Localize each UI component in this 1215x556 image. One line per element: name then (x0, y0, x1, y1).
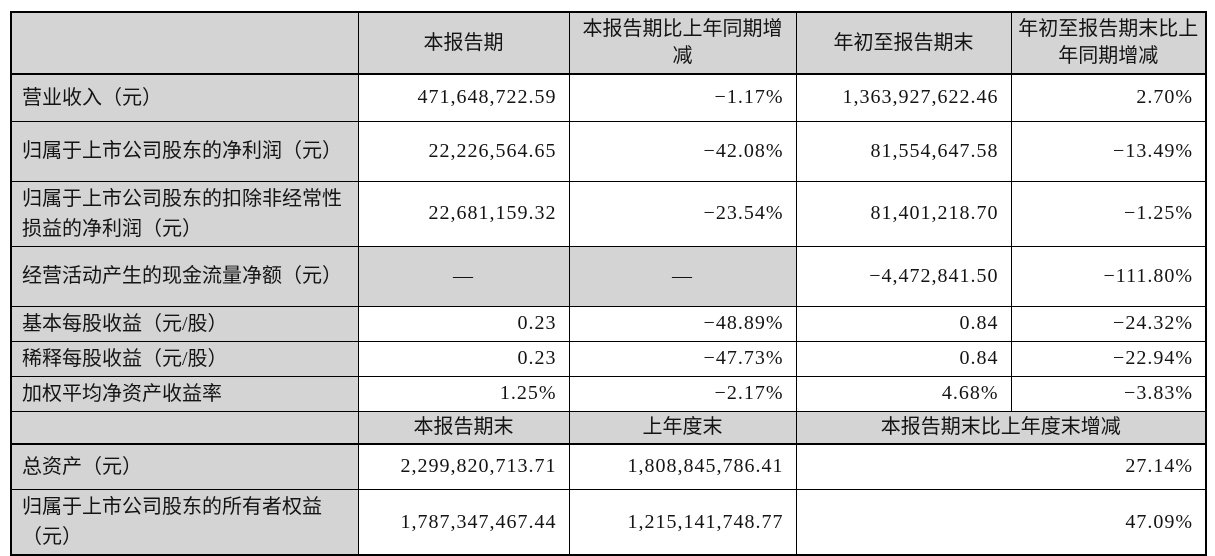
cell-current-period: 0.23 (357, 340, 570, 377)
header-ytd-yoy-change: 年初至报告期末比上年同期增减 (1010, 11, 1207, 75)
cell-ytd-yoy-change: −111.80% (1010, 245, 1207, 307)
row-label: 经营活动产生的现金流量净额（元） (10, 245, 359, 307)
cell-current-period: 22,226,564.65 (357, 120, 570, 182)
table-row: 加权平均净资产收益率 1.25% −2.17% 4.68% −3.83% (10, 375, 1207, 412)
cell-ytd-yoy-change: −13.49% (1010, 120, 1207, 182)
cell-prior-year-end: 1,215,141,748.77 (568, 489, 797, 556)
cell-ytd-yoy-change: −3.83% (1010, 375, 1207, 412)
cell-ytd-yoy-change: −22.94% (1010, 340, 1207, 377)
row-label: 归属于上市公司股东的所有者权益（元） (10, 489, 359, 556)
cell-ytd-yoy-change: −1.25% (1010, 180, 1207, 247)
header-corner-empty (10, 11, 359, 75)
table-row: 稀释每股收益（元/股） 0.23 −47.73% 0.84 −22.94% (10, 340, 1207, 377)
header-end-of-period: 本报告期末 (357, 410, 570, 445)
cell-ytd: 0.84 (795, 340, 1012, 377)
cell-current-period: 1.25% (357, 375, 570, 412)
cell-change-vs-prior-year-end: 47.09% (795, 489, 1207, 556)
row-label: 总资产（元） (10, 443, 359, 490)
header-ytd: 年初至报告期末 (795, 11, 1012, 75)
header-current-period: 本报告期 (357, 11, 570, 75)
header-change-vs-prior-year-end: 本报告期末比上年度末增减 (795, 410, 1207, 445)
row-label: 归属于上市公司股东的扣除非经常性损益的净利润（元） (10, 180, 359, 247)
cell-ytd: −4,472,841.50 (795, 245, 1012, 307)
table-row: 基本每股收益（元/股） 0.23 −48.89% 0.84 −24.32% (10, 305, 1207, 342)
row-label: 基本每股收益（元/股） (10, 305, 359, 342)
table-row: 营业收入（元） 471,648,722.59 −1.17% 1,363,927,… (10, 73, 1207, 122)
table-row: 经营活动产生的现金流量净额（元） — — −4,472,841.50 −111.… (10, 245, 1207, 307)
table-row: 归属于上市公司股东的净利润（元） 22,226,564.65 −42.08% 8… (10, 120, 1207, 182)
cell-current-period: 0.23 (357, 305, 570, 342)
row-label: 稀释每股收益（元/股） (10, 340, 359, 377)
cell-yoy-change: −2.17% (568, 375, 797, 412)
cell-ytd: 4.68% (795, 375, 1012, 412)
cell-current-period-na: — (357, 245, 570, 307)
cell-change-vs-prior-year-end: 27.14% (795, 443, 1207, 490)
table-header-row-1: 本报告期 本报告期比上年同期增减 年初至报告期末 年初至报告期末比上年同期增减 (10, 11, 1207, 75)
cell-yoy-change-na: — (568, 245, 797, 307)
cell-end-of-period: 1,787,347,467.44 (357, 489, 570, 556)
cell-ytd: 81,401,218.70 (795, 180, 1012, 247)
row-label: 营业收入（元） (10, 73, 359, 122)
header-prior-year-end: 上年度末 (568, 410, 797, 445)
table-row: 总资产（元） 2,299,820,713.71 1,808,845,786.41… (10, 443, 1207, 490)
cell-current-period: 471,648,722.59 (357, 73, 570, 122)
table-row: 归属于上市公司股东的所有者权益（元） 1,787,347,467.44 1,21… (10, 489, 1207, 556)
cell-yoy-change: −1.17% (568, 73, 797, 122)
header-corner-empty-2 (10, 410, 359, 445)
cell-ytd: 1,363,927,622.46 (795, 73, 1012, 122)
header-current-period-yoy-change: 本报告期比上年同期增减 (568, 11, 797, 75)
cell-ytd-yoy-change: −24.32% (1010, 305, 1207, 342)
cell-current-period: 22,681,159.32 (357, 180, 570, 247)
cell-yoy-change: −48.89% (568, 305, 797, 342)
cell-yoy-change: −23.54% (568, 180, 797, 247)
table-header-row-2: 本报告期末 上年度末 本报告期末比上年度末增减 (10, 410, 1207, 445)
cell-ytd: 81,554,647.58 (795, 120, 1012, 182)
cell-yoy-change: −42.08% (568, 120, 797, 182)
row-label: 加权平均净资产收益率 (10, 375, 359, 412)
financial-summary-table: 本报告期 本报告期比上年同期增减 年初至报告期末 年初至报告期末比上年同期增减 … (10, 11, 1207, 556)
cell-ytd-yoy-change: 2.70% (1010, 73, 1207, 122)
table-row: 归属于上市公司股东的扣除非经常性损益的净利润（元） 22,681,159.32 … (10, 180, 1207, 247)
cell-yoy-change: −47.73% (568, 340, 797, 377)
row-label: 归属于上市公司股东的净利润（元） (10, 120, 359, 182)
cell-ytd: 0.84 (795, 305, 1012, 342)
cell-end-of-period: 2,299,820,713.71 (357, 443, 570, 490)
cell-prior-year-end: 1,808,845,786.41 (568, 443, 797, 490)
